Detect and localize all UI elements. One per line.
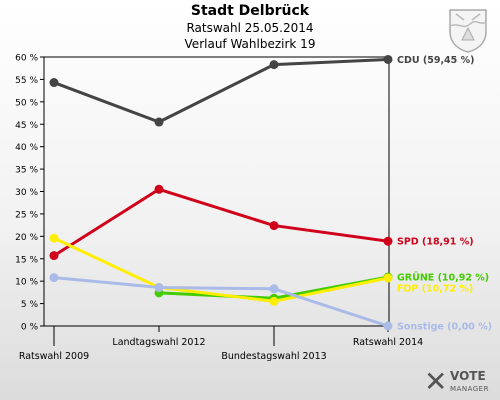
data-point-sonstige <box>383 321 393 331</box>
series-line-fdp <box>53 236 389 303</box>
y-tick-label: 60 % <box>15 54 38 64</box>
y-tick-label: 35 % <box>15 166 38 176</box>
logo-line1: VOTE <box>450 369 486 383</box>
data-point-spd <box>49 251 59 261</box>
data-point-spd <box>154 184 164 194</box>
y-tick-label: 5 % <box>21 300 39 310</box>
x-tick-label: Ratswahl 2009 <box>19 351 89 362</box>
y-tick-label: 40 % <box>15 143 38 153</box>
data-point-cdu <box>154 117 164 127</box>
coat-of-arms-icon <box>449 9 487 53</box>
data-point-fdp <box>383 273 393 283</box>
series-label-sonstige: Sonstige (0,00 %) <box>397 322 492 333</box>
y-tick-label: 0 % <box>21 323 39 333</box>
y-tick-label: 20 % <box>15 233 38 243</box>
series-label-grüne: GRÜNE (10,92 %) <box>397 273 489 284</box>
chart-subtitle: Ratswahl 25.05.2014 <box>186 21 314 35</box>
data-point-sonstige <box>49 273 59 283</box>
data-point-spd <box>269 221 279 231</box>
votemanager-x-icon: ✕ <box>424 365 448 398</box>
y-tick-label: 25 % <box>15 210 38 220</box>
y-tick-label: 45 % <box>15 121 38 131</box>
series-line-spd <box>53 187 389 257</box>
data-point-cdu <box>383 54 393 64</box>
chart-title: Stadt Delbrück <box>190 3 310 19</box>
y-tick-label: 55 % <box>15 76 38 86</box>
data-point-sonstige <box>269 284 279 294</box>
x-tick-label: Landtagswahl 2012 <box>112 337 205 348</box>
series-label-spd: SPD (18,91 %) <box>397 237 474 248</box>
data-point-cdu <box>49 78 59 88</box>
y-tick-label: 10 % <box>15 278 38 288</box>
series-label-fdp: FDP (10,72 %) <box>397 283 473 294</box>
series-line-cdu <box>53 57 389 124</box>
data-point-sonstige <box>154 282 164 292</box>
chart-subtitle-2: Verlauf Wahlbezirk 19 <box>184 37 316 51</box>
data-point-spd <box>383 236 393 246</box>
data-point-fdp <box>49 233 59 243</box>
series-line-sonstige <box>53 276 389 328</box>
x-tick-label: Ratswahl 2014 <box>353 337 423 348</box>
data-point-fdp <box>269 296 279 306</box>
logo-line2: MANAGER <box>450 385 489 393</box>
data-point-cdu <box>269 60 279 70</box>
votemanager-logo: ✕ VOTE MANAGER <box>424 368 494 396</box>
series-label-cdu: CDU (59,45 %) <box>397 55 474 66</box>
x-tick-label: Bundestagswahl 2013 <box>221 351 326 362</box>
y-tick-label: 15 % <box>15 255 38 265</box>
y-tick-label: 30 % <box>15 188 38 198</box>
y-tick-label: 50 % <box>15 98 38 108</box>
